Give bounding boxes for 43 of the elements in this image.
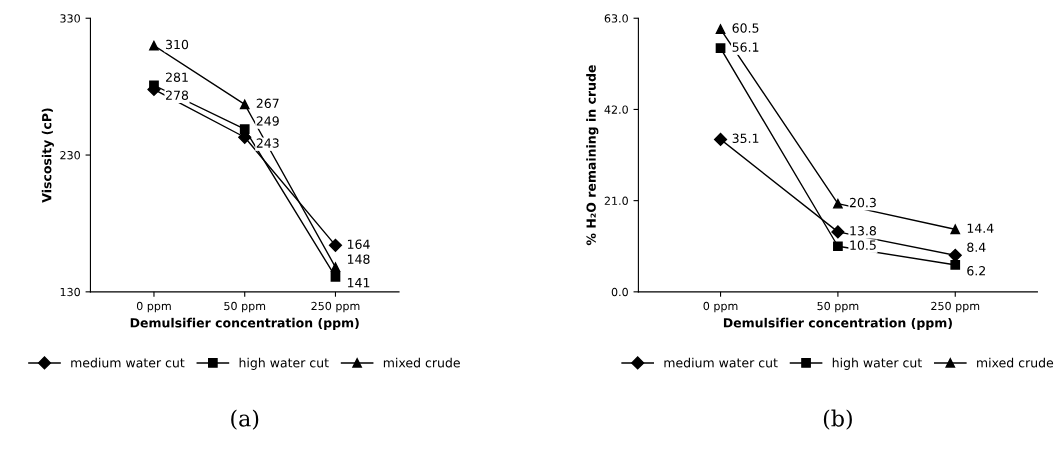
y-tick-label: 0.0 bbox=[611, 287, 628, 297]
data-label: 281 bbox=[165, 72, 188, 82]
data-label: 13.8 bbox=[850, 226, 876, 236]
data-label: 148 bbox=[347, 254, 370, 264]
data-label: 267 bbox=[256, 98, 279, 109]
x-tick-label: 0 ppm bbox=[703, 301, 738, 313]
data-label: 10.5 bbox=[850, 240, 876, 250]
y-tick-label: 230 bbox=[60, 151, 80, 160]
data-label: 20.3 bbox=[849, 197, 876, 208]
y-tick-label: 21.0 bbox=[604, 196, 628, 206]
text: (a) bbox=[231, 409, 259, 430]
y-tick-label: 42.0 bbox=[604, 105, 628, 114]
data-label: 164 bbox=[347, 239, 370, 249]
legend-label: medium water cut bbox=[71, 357, 185, 368]
data-label: 6.2 bbox=[967, 266, 985, 276]
data-label: 56.1 bbox=[732, 42, 759, 52]
y-axis-title: % H₂O remaining in crude bbox=[586, 65, 599, 246]
data-label: 60.5 bbox=[732, 23, 759, 33]
x-tick-label: 50 ppm bbox=[224, 301, 266, 313]
legend-label: medium water cut bbox=[664, 357, 778, 368]
legend-label: mixed crude bbox=[383, 357, 460, 368]
x-tick-label: 250 ppm bbox=[931, 301, 980, 313]
y-tick-label: 330 bbox=[60, 14, 80, 23]
data-label: 35.1 bbox=[732, 133, 759, 144]
x-tick-label: 50 ppm bbox=[817, 301, 859, 313]
y-tick-label: 130 bbox=[60, 287, 80, 297]
data-label: 249 bbox=[256, 116, 279, 126]
data-label: 141 bbox=[347, 278, 370, 288]
x-axis-title: Demulsifier concentration (ppm) bbox=[130, 317, 359, 330]
data-label: 278 bbox=[165, 90, 189, 100]
legend-label: high water cut bbox=[832, 357, 922, 370]
x-axis-title: Demulsifier concentration (ppm) bbox=[723, 317, 952, 330]
data-label: 243 bbox=[256, 138, 279, 148]
legend-label: mixed crude bbox=[977, 357, 1054, 368]
legend-label: high water cut bbox=[239, 357, 329, 370]
data-label: 14.4 bbox=[967, 223, 994, 233]
x-tick-label: 0 ppm bbox=[136, 301, 171, 313]
y-tick-label: 63.0 bbox=[604, 14, 628, 23]
text: (b) bbox=[823, 409, 852, 430]
y-axis-title: Viscosity (cP) bbox=[41, 108, 54, 203]
x-tick-label: 250 ppm bbox=[311, 301, 360, 313]
data-label: 8.4 bbox=[967, 242, 986, 253]
data-label: 310 bbox=[166, 39, 189, 50]
